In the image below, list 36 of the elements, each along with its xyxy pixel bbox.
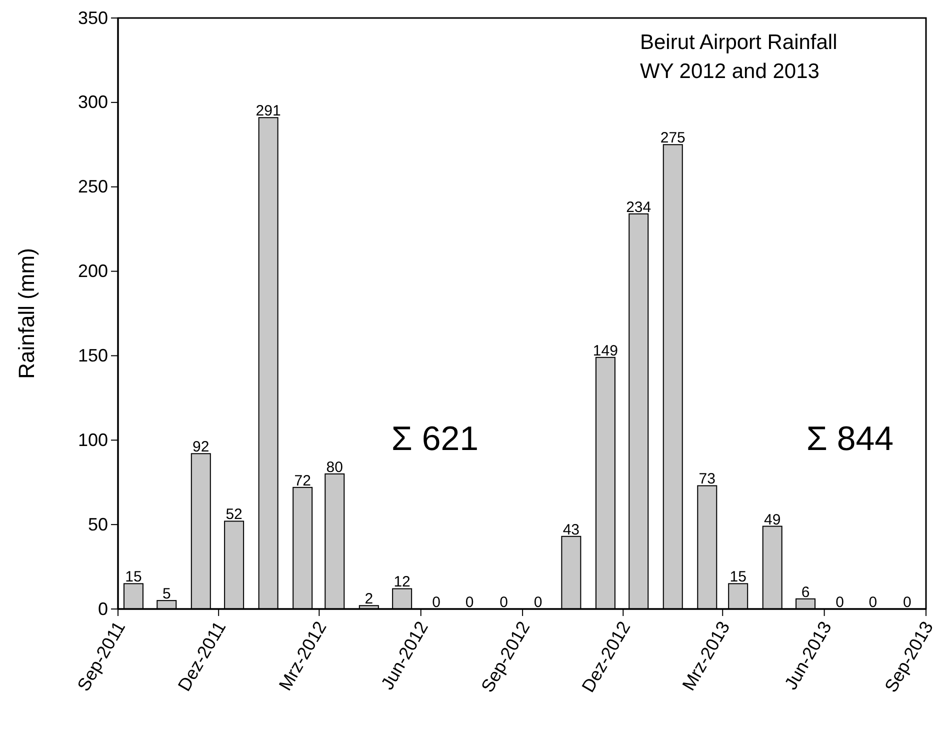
- data-label: 15: [125, 568, 142, 586]
- data-label: 92: [192, 438, 210, 456]
- y-tick-label: 300: [78, 92, 108, 112]
- data-label: 0: [534, 594, 542, 611]
- data-label: 52: [226, 506, 242, 524]
- data-label: 80: [326, 458, 343, 476]
- data-label: 275: [660, 130, 686, 147]
- data-label: 72: [294, 472, 311, 490]
- data-label: 234: [626, 198, 652, 216]
- y-tick-label: 100: [78, 430, 108, 450]
- annotation: Σ 621: [391, 420, 479, 458]
- data-label: 291: [256, 102, 281, 120]
- data-label: 0: [465, 594, 474, 611]
- data-label: 5: [162, 586, 171, 603]
- data-label: 0: [432, 594, 441, 611]
- data-label: 2: [364, 590, 374, 608]
- data-label: 15: [730, 568, 746, 586]
- data-label: 73: [698, 470, 716, 488]
- text: Beirut Airport Rainfall WY 2012 and 2013: [640, 31, 838, 83]
- data-label: 0: [836, 594, 844, 611]
- data-label: 149: [592, 342, 618, 360]
- data-label: 43: [562, 521, 580, 538]
- data-label: 6: [801, 584, 810, 601]
- annotation: Σ 844: [806, 420, 894, 458]
- y-tick-label: 350: [78, 8, 108, 28]
- data-label: 0: [868, 594, 878, 611]
- data-label: 0: [903, 594, 912, 611]
- y-tick-label: 150: [78, 345, 108, 366]
- data-label: 0: [500, 594, 508, 611]
- y-tick-label: 200: [78, 261, 108, 282]
- y-axis-title: Rainfall (mm): [14, 248, 39, 379]
- y-tick-label: 50: [88, 514, 108, 534]
- y-tick-label: 0: [98, 598, 108, 619]
- data-label: 12: [394, 574, 410, 591]
- data-label: 49: [764, 511, 781, 528]
- y-tick-label: 250: [78, 176, 108, 197]
